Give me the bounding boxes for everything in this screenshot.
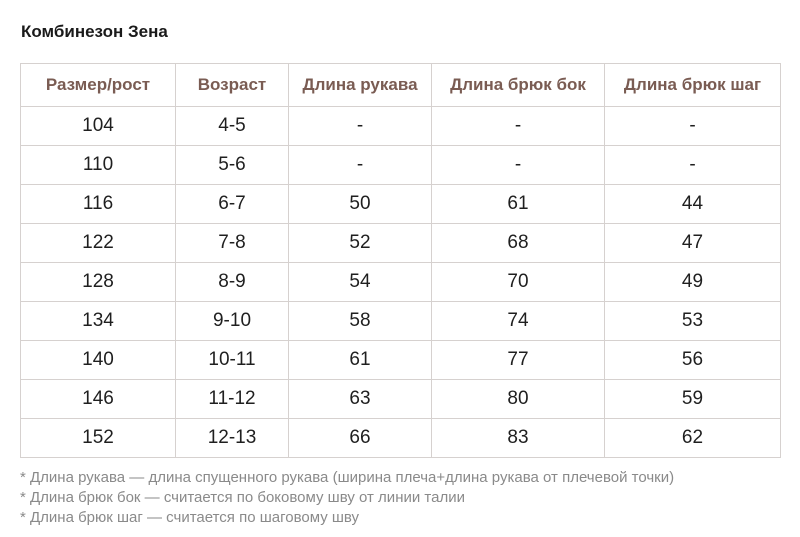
table-cell: 6-7 <box>175 184 289 224</box>
table-row: 122 7-8 52 68 47 <box>20 223 781 263</box>
footnote-sleeve-length: * Длина рукава — длина спущенного рукава… <box>20 469 675 486</box>
table-cell: 12-13 <box>175 418 289 458</box>
column-header-sleeve-length: Длина рукава <box>288 63 432 107</box>
table-row: 134 9-10 58 74 53 <box>20 301 781 341</box>
table-cell: 8-9 <box>175 262 289 302</box>
table-cell: 50 <box>288 184 432 224</box>
table-cell: 5-6 <box>175 145 289 185</box>
table-cell: 110 <box>20 145 176 185</box>
table-row: 152 12-13 66 83 62 <box>20 418 781 458</box>
table-cell: 63 <box>288 379 432 419</box>
table-cell: 61 <box>288 340 432 380</box>
table-cell: 152 <box>20 418 176 458</box>
table-cell: - <box>288 145 432 185</box>
table-cell: 122 <box>20 223 176 263</box>
page-title: Комбинезон Зена <box>21 22 168 41</box>
table-cell: - <box>604 106 781 146</box>
table-row: 104 4-5 - - - <box>20 106 781 146</box>
table-row: 128 8-9 54 70 49 <box>20 262 781 302</box>
table-row: 146 11-12 63 80 59 <box>20 379 781 419</box>
table-cell: - <box>604 145 781 185</box>
table-header-row: Размер/рост Возраст Длина рукава Длина б… <box>20 63 781 107</box>
table-cell: 7-8 <box>175 223 289 263</box>
table-cell: 134 <box>20 301 176 341</box>
column-header-size: Размер/рост <box>20 63 176 107</box>
footnotes: * Длина рукава — длина спущенного рукава… <box>20 468 674 528</box>
table-cell: 66 <box>288 418 432 458</box>
table-cell: 56 <box>604 340 781 380</box>
table-cell: 11-12 <box>175 379 289 419</box>
table-cell: 83 <box>431 418 605 458</box>
table-cell: 61 <box>431 184 605 224</box>
table-cell: 58 <box>288 301 432 341</box>
table-cell: 52 <box>288 223 432 263</box>
table-cell: - <box>431 106 605 146</box>
table-cell: 62 <box>604 418 781 458</box>
table-cell: 104 <box>20 106 176 146</box>
table-cell: 49 <box>604 262 781 302</box>
table-cell: 70 <box>431 262 605 302</box>
column-header-trouser-inseam-length: Длина брюк шаг <box>604 63 781 107</box>
table-row: 140 10-11 61 77 56 <box>20 340 781 380</box>
table-cell: 10-11 <box>175 340 289 380</box>
table-cell: 146 <box>20 379 176 419</box>
table-cell: 128 <box>20 262 176 302</box>
table-cell: 4-5 <box>175 106 289 146</box>
column-header-trouser-side-length: Длина брюк бок <box>431 63 605 107</box>
size-table: Размер/рост Возраст Длина рукава Длина б… <box>20 63 781 458</box>
table-cell: 44 <box>604 184 781 224</box>
table-cell: - <box>431 145 605 185</box>
column-header-age: Возраст <box>175 63 289 107</box>
table-cell: 74 <box>431 301 605 341</box>
table-cell: 54 <box>288 262 432 302</box>
table-cell: 140 <box>20 340 176 380</box>
table-cell: 59 <box>604 379 781 419</box>
table-cell: 80 <box>431 379 605 419</box>
footnote-trouser-inseam-length: * Длина брюк шаг — считается по шаговому… <box>20 509 360 526</box>
table-cell: 9-10 <box>175 301 289 341</box>
table-row: 110 5-6 - - - <box>20 145 781 185</box>
table-cell: 47 <box>604 223 781 263</box>
table-cell: 116 <box>20 184 176 224</box>
table-cell: 77 <box>431 340 605 380</box>
footnote-trouser-side-length: * Длина брюк бок — считается по боковому… <box>20 489 465 506</box>
table-cell: - <box>288 106 432 146</box>
table-cell: 68 <box>431 223 605 263</box>
table-row: 116 6-7 50 61 44 <box>20 184 781 224</box>
table-cell: 53 <box>604 301 781 341</box>
